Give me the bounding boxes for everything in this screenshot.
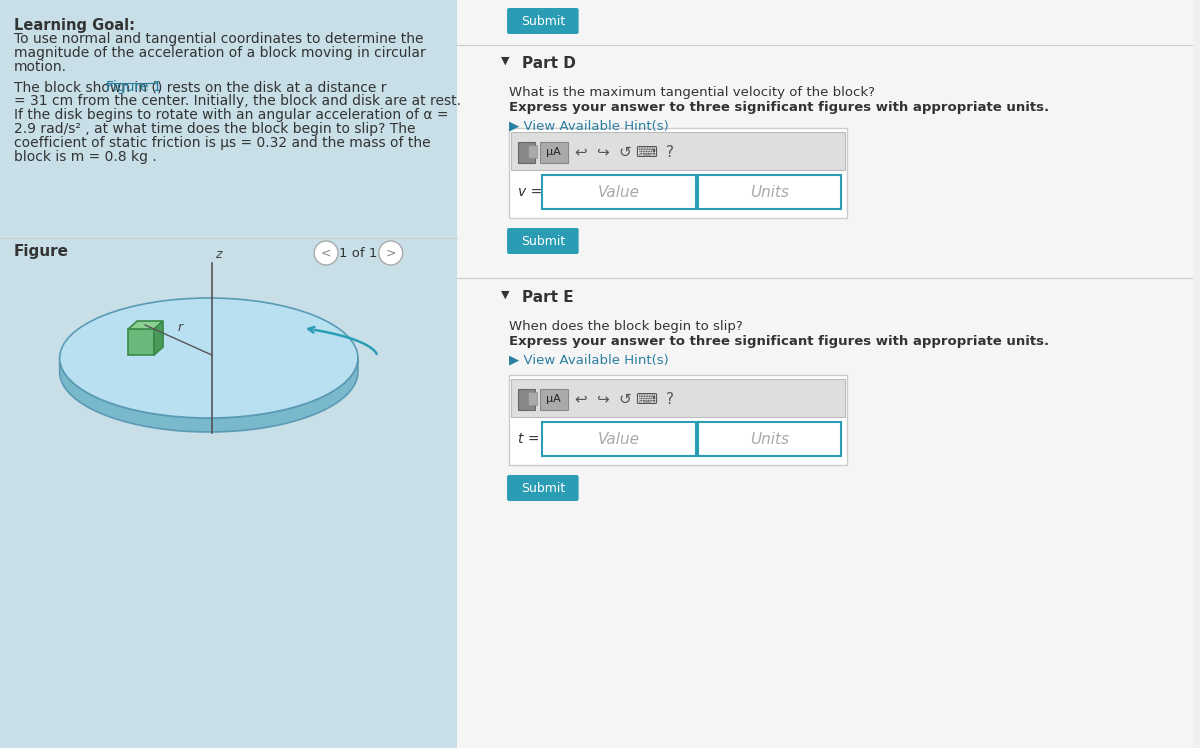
Text: ▼: ▼: [500, 290, 509, 300]
FancyBboxPatch shape: [528, 145, 536, 158]
FancyBboxPatch shape: [128, 329, 154, 355]
Text: Submit: Submit: [521, 14, 565, 28]
Text: ↺: ↺: [618, 391, 631, 406]
Text: ⌨: ⌨: [635, 391, 658, 406]
Text: coefficient of static friction is μs = 0.32 and the mass of the: coefficient of static friction is μs = 0…: [14, 136, 431, 150]
FancyBboxPatch shape: [698, 175, 841, 209]
Text: ▼: ▼: [500, 56, 509, 66]
Text: v =: v =: [518, 185, 542, 199]
Ellipse shape: [60, 298, 358, 418]
Circle shape: [314, 241, 338, 265]
FancyBboxPatch shape: [542, 175, 696, 209]
Text: Express your answer to three significant figures with appropriate units.: Express your answer to three significant…: [509, 101, 1049, 114]
Text: Figure 1: Figure 1: [107, 80, 162, 94]
Text: ↪: ↪: [596, 391, 608, 406]
FancyBboxPatch shape: [528, 392, 536, 405]
Text: 2.9 rad/s² , at what time does the block begin to slip? The: 2.9 rad/s² , at what time does the block…: [14, 122, 415, 136]
Text: = 31 cm from the center. Initially, the block and disk are at rest.: = 31 cm from the center. Initially, the …: [14, 94, 461, 108]
Polygon shape: [128, 321, 163, 329]
FancyBboxPatch shape: [540, 389, 568, 410]
Text: Value: Value: [598, 185, 640, 200]
Circle shape: [379, 241, 403, 265]
Text: Learning Goal:: Learning Goal:: [14, 18, 134, 33]
Text: ?: ?: [666, 144, 674, 159]
Text: <: <: [320, 247, 331, 260]
Text: ?: ?: [666, 391, 674, 406]
Text: Express your answer to three significant figures with appropriate units.: Express your answer to three significant…: [509, 335, 1049, 348]
Text: ↩: ↩: [575, 391, 587, 406]
Text: ↺: ↺: [618, 144, 631, 159]
FancyBboxPatch shape: [508, 8, 578, 34]
Polygon shape: [60, 358, 358, 432]
Text: ▶ View Available Hint(s): ▶ View Available Hint(s): [509, 119, 668, 132]
FancyBboxPatch shape: [540, 142, 568, 163]
FancyBboxPatch shape: [698, 422, 841, 456]
Text: ↪: ↪: [596, 144, 608, 159]
Text: ⌨: ⌨: [635, 144, 658, 159]
Text: magnitude of the acceleration of a block moving in circular: magnitude of the acceleration of a block…: [14, 46, 426, 60]
Text: When does the block begin to slip?: When does the block begin to slip?: [509, 320, 743, 333]
Text: If the disk begins to rotate with an angular acceleration of α =: If the disk begins to rotate with an ang…: [14, 108, 449, 122]
Text: ) rests on the disk at a distance r: ) rests on the disk at a distance r: [157, 80, 386, 94]
Text: Submit: Submit: [521, 235, 565, 248]
Text: Submit: Submit: [521, 482, 565, 494]
Text: Units: Units: [750, 432, 790, 447]
Text: motion.: motion.: [14, 60, 67, 74]
Text: block is m = 0.8 kg .: block is m = 0.8 kg .: [14, 150, 157, 164]
FancyBboxPatch shape: [509, 375, 847, 465]
FancyBboxPatch shape: [542, 422, 696, 456]
FancyBboxPatch shape: [518, 142, 535, 163]
Text: To use normal and tangential coordinates to determine the: To use normal and tangential coordinates…: [14, 32, 424, 46]
FancyBboxPatch shape: [511, 132, 845, 170]
Text: Figure: Figure: [14, 244, 68, 259]
Text: ↩: ↩: [575, 144, 587, 159]
FancyBboxPatch shape: [511, 379, 845, 417]
Text: The block shown in (: The block shown in (: [14, 80, 157, 94]
Text: z: z: [215, 248, 221, 261]
FancyBboxPatch shape: [509, 128, 847, 218]
Text: Part E: Part E: [522, 290, 574, 305]
Text: t =: t =: [518, 432, 540, 446]
Text: >: >: [385, 247, 396, 260]
FancyBboxPatch shape: [508, 228, 578, 254]
FancyBboxPatch shape: [457, 0, 1193, 748]
Text: μA: μA: [546, 394, 562, 404]
Text: What is the maximum tangential velocity of the block?: What is the maximum tangential velocity …: [509, 86, 875, 99]
FancyBboxPatch shape: [0, 0, 457, 748]
Text: 1 of 1: 1 of 1: [338, 247, 377, 260]
Text: μA: μA: [546, 147, 562, 157]
Polygon shape: [154, 321, 163, 355]
Text: Units: Units: [750, 185, 790, 200]
Text: ▶ View Available Hint(s): ▶ View Available Hint(s): [509, 353, 668, 366]
Text: r: r: [178, 321, 184, 334]
Text: Part D: Part D: [522, 56, 576, 71]
FancyBboxPatch shape: [508, 475, 578, 501]
Text: Value: Value: [598, 432, 640, 447]
FancyBboxPatch shape: [518, 389, 535, 410]
